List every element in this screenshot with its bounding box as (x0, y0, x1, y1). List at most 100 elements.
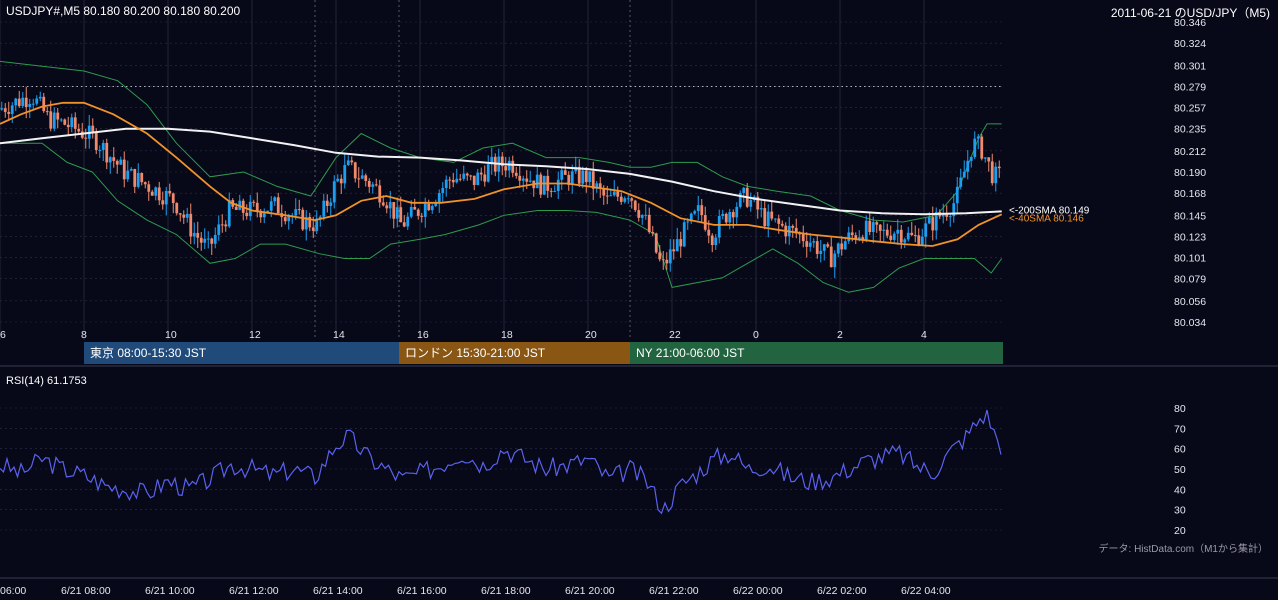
candle-body (35, 98, 39, 104)
candle-body (731, 212, 735, 218)
candle-body (931, 217, 935, 231)
candle-body (189, 213, 193, 237)
candle-body (647, 214, 651, 233)
price-tick-label: 80.123 (1174, 231, 1206, 243)
candle-body (591, 171, 595, 189)
candle-body (297, 209, 301, 211)
candle-body (735, 206, 739, 218)
candle-body (507, 160, 511, 171)
candle-body (140, 173, 144, 183)
price-tick-label: 80.056 (1174, 296, 1206, 308)
candle-body (511, 160, 515, 173)
candle-body (826, 244, 830, 247)
candle-body (308, 216, 312, 228)
candle-body (920, 236, 924, 245)
candle-body (577, 166, 581, 184)
candle-body (637, 210, 641, 218)
grid-lines (0, 0, 1278, 579)
candle-body (94, 132, 98, 151)
price-tick-label: 80.324 (1174, 38, 1206, 50)
candle-body (868, 220, 872, 233)
candle-body (728, 212, 732, 223)
candle-body (927, 217, 931, 224)
candle-body (871, 222, 875, 233)
sma200-value-label: <-200SMA 80.149 (1009, 205, 1090, 216)
candle-body (644, 214, 648, 216)
candle-body (437, 193, 441, 204)
candle-body (528, 180, 532, 182)
candle-body (812, 241, 816, 243)
price-tick-label: 80.279 (1174, 81, 1206, 93)
time-tick-label: 6/21 18:00 (481, 585, 531, 597)
candle-body (42, 96, 46, 112)
candle-body (721, 213, 725, 216)
candle-body (794, 227, 798, 234)
candle-body (500, 156, 504, 167)
candle-body (38, 96, 42, 99)
candle-body (343, 165, 347, 184)
candle-body (672, 249, 676, 252)
candle-body (854, 235, 858, 240)
candle-body (441, 188, 445, 194)
candle-body (630, 198, 634, 201)
candle-body (798, 233, 802, 235)
candle-body (570, 171, 574, 185)
candle-body (686, 221, 690, 223)
candle-body (469, 175, 473, 177)
candle-body (773, 218, 777, 220)
candle-body (220, 224, 224, 226)
candle-body (224, 224, 228, 227)
candle-body (255, 202, 259, 211)
candle-body (371, 184, 375, 187)
candle-body (133, 169, 137, 187)
candle-body (311, 227, 315, 231)
hour-tick-label: 14 (333, 329, 345, 341)
bollinger-bands (0, 60, 1003, 293)
candle-body (700, 205, 704, 216)
candle-body (710, 235, 714, 246)
rsi-tick-label: 20 (1174, 525, 1186, 537)
time-tick-label: 6/21 08:00 (61, 585, 111, 597)
candle-body (595, 183, 599, 189)
candle-body (374, 184, 378, 186)
candle-body (584, 170, 588, 183)
candle-body (906, 232, 910, 240)
candle-body (875, 222, 879, 225)
candle-body (892, 233, 896, 240)
candle-body (402, 222, 406, 227)
candle-body (850, 232, 854, 236)
candle-body (301, 209, 305, 230)
candle-body (689, 213, 693, 222)
candle-body (24, 97, 28, 107)
session-block: NY 21:00-06:00 JST (630, 342, 1003, 364)
candle-body (206, 238, 210, 240)
candle-body (14, 98, 18, 106)
candle-body (171, 193, 175, 204)
candle-body (98, 149, 102, 151)
price-tick-label: 80.257 (1174, 103, 1206, 115)
candle-body (770, 211, 774, 219)
candle-body (56, 112, 60, 120)
candle-body (749, 199, 753, 207)
candle-body (45, 111, 49, 113)
candle-body (423, 203, 427, 217)
candle-body (63, 119, 67, 125)
time-tick-label: 6/21 12:00 (229, 585, 279, 597)
candle-body (693, 211, 697, 214)
candle-body (227, 200, 231, 227)
candle-body (843, 241, 847, 250)
hour-tick-label: 0 (753, 329, 759, 341)
candle-body (7, 111, 11, 114)
candle-body (658, 252, 662, 260)
rsi-tick-label: 60 (1174, 444, 1186, 456)
chart-title: 2011-06-21 のUSD/JPY（M5) (1110, 6, 1270, 20)
rsi-panel: 80 70 60 50 40 30 20 06:00 6/21 08:00 6/21 10:00 6… (0, 403, 1186, 597)
candle-body (101, 142, 105, 150)
candle-body (924, 223, 928, 237)
hour-tick-label: 22 (669, 329, 681, 341)
candle-body (420, 215, 424, 217)
candle-body (612, 191, 616, 196)
candle-body (829, 246, 833, 268)
candle-body (119, 159, 123, 165)
candle-body (273, 197, 277, 202)
